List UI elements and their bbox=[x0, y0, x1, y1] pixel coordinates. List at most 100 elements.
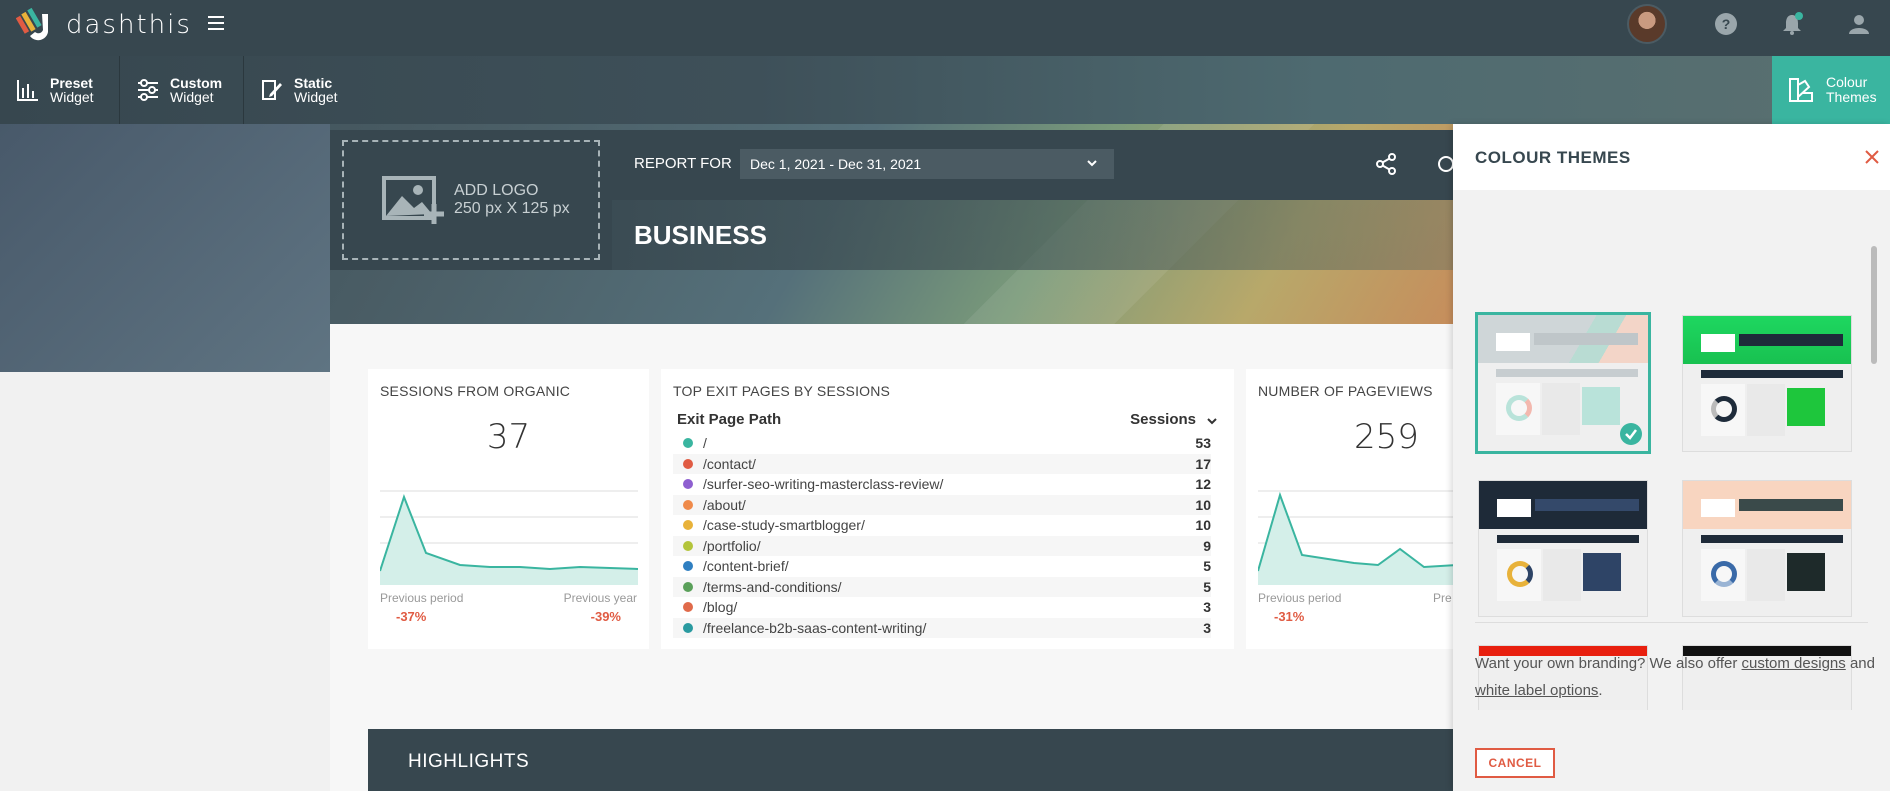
legend-dot bbox=[683, 581, 693, 592]
sessions-value: 5 bbox=[1203, 578, 1211, 595]
dashthis-logo-icon[interactable] bbox=[16, 6, 56, 46]
sessions-value: 10 bbox=[1195, 517, 1211, 533]
sessions-value: 10 bbox=[1195, 496, 1211, 513]
divider bbox=[1475, 622, 1868, 623]
menu-icon[interactable] bbox=[208, 16, 224, 32]
logo-size-label: 250 px X 125 px bbox=[454, 200, 570, 217]
table-row[interactable]: /freelance-b2b-saas-content-writing/3 bbox=[673, 617, 1211, 638]
pageviews-widget[interactable]: NUMBER OF PAGEVIEWS 259 Previous period … bbox=[1246, 369, 1453, 649]
sessions-organic-widget[interactable]: SESSIONS FROM ORGANIC 37 Previous period… bbox=[368, 369, 649, 649]
report-for-label: REPORT FOR bbox=[634, 155, 732, 172]
widget-toolbar: Preset Widget Custom Widget Static Widget bbox=[0, 56, 1890, 124]
bell-icon[interactable] bbox=[1780, 12, 1804, 36]
white-label-link[interactable]: white label options bbox=[1475, 682, 1599, 699]
header-background-left bbox=[0, 124, 330, 372]
sparkline-chart bbox=[1258, 490, 1453, 585]
highlights-title: HIGHLIGHTS bbox=[408, 751, 530, 772]
branding-text: Want your own branding? We also offer cu… bbox=[1475, 650, 1875, 704]
legend-dot bbox=[683, 520, 693, 530]
table-row[interactable]: /content-brief/5 bbox=[673, 556, 1211, 576]
sliders-icon bbox=[138, 79, 158, 101]
sort-chevron-icon[interactable] bbox=[1206, 415, 1218, 427]
preset-label-2: Widget bbox=[50, 89, 94, 105]
table-row[interactable]: /about/10 bbox=[673, 494, 1211, 515]
brand-name: dashthis bbox=[66, 10, 192, 40]
exit-page-path: /freelance-b2b-saas-content-writing/ bbox=[703, 619, 927, 636]
theme-option-black[interactable] bbox=[1682, 645, 1852, 710]
legend-dot bbox=[683, 561, 693, 571]
dashboard-title[interactable]: BUSINESS bbox=[634, 220, 767, 250]
preset-widget-button[interactable]: Preset Widget bbox=[0, 56, 120, 124]
close-icon[interactable] bbox=[1863, 148, 1881, 166]
panel-header: COLOUR THEMES bbox=[1453, 124, 1890, 190]
theme-option-red[interactable] bbox=[1478, 645, 1648, 710]
widget-value: 37 bbox=[486, 417, 531, 457]
share-icon[interactable] bbox=[1374, 152, 1398, 176]
top-bar: dashthis ? bbox=[0, 0, 1890, 56]
custom-label-2: Widget bbox=[170, 89, 214, 105]
exit-page-path: /portfolio/ bbox=[703, 537, 761, 554]
legend-dot bbox=[683, 438, 693, 448]
table-row[interactable]: /blog/3 bbox=[673, 597, 1211, 617]
date-range-select[interactable]: Dec 1, 2021 - Dec 31, 2021 bbox=[740, 149, 1114, 179]
avatar[interactable] bbox=[1627, 4, 1667, 44]
table-row[interactable]: / 53 bbox=[673, 433, 1211, 453]
theme-option-green[interactable] bbox=[1682, 315, 1852, 452]
previous-period-label: Previous period bbox=[380, 591, 464, 605]
previous-year-value: -39% bbox=[590, 609, 621, 624]
custom-label-1: Custom bbox=[170, 75, 223, 91]
colour-themes-button[interactable]: Colour Themes bbox=[1772, 56, 1890, 124]
highlights-section[interactable]: HIGHLIGHTS bbox=[368, 729, 1453, 791]
sessions-value: 53 bbox=[1195, 435, 1211, 451]
theme-option-navy[interactable] bbox=[1478, 480, 1648, 617]
sessions-value: 9 bbox=[1203, 537, 1211, 554]
sessions-value: 17 bbox=[1195, 455, 1211, 472]
exit-page-path: /case-study-smartblogger/ bbox=[703, 517, 865, 533]
top-exit-pages-widget[interactable]: TOP EXIT PAGES BY SESSIONS Exit Page Pat… bbox=[661, 369, 1234, 649]
exit-page-path: /content-brief/ bbox=[703, 558, 789, 574]
previous-period-value: -31% bbox=[1274, 609, 1305, 624]
exit-page-path: / bbox=[703, 435, 707, 451]
static-widget-button[interactable]: Static Widget bbox=[244, 56, 362, 124]
widget-title: TOP EXIT PAGES BY SESSIONS bbox=[673, 383, 891, 399]
legend-dot bbox=[683, 622, 693, 633]
user-icon[interactable] bbox=[1847, 12, 1871, 36]
legend-dot bbox=[683, 458, 693, 469]
cancel-button[interactable]: CANCEL bbox=[1475, 748, 1555, 778]
branding-text-1: Want your own branding? We also offer bbox=[1475, 655, 1738, 672]
custom-designs-link[interactable]: custom designs bbox=[1741, 655, 1846, 672]
help-icon[interactable]: ? bbox=[1714, 12, 1738, 36]
add-logo-button[interactable]: ADD LOGO 250 px X 125 px bbox=[342, 140, 600, 260]
theme-list-scrollbar[interactable] bbox=[1871, 246, 1877, 364]
previous-year-label: Previous year bbox=[563, 591, 637, 605]
widget-value: 259 bbox=[1354, 417, 1419, 457]
column-header-sessions[interactable]: Sessions bbox=[1130, 411, 1196, 428]
colour-label-1: Colour bbox=[1826, 74, 1868, 90]
table-row[interactable]: /contact/17 bbox=[673, 453, 1211, 474]
sessions-value: 3 bbox=[1203, 599, 1211, 615]
preset-label-1: Preset bbox=[50, 75, 93, 91]
sessions-value: 3 bbox=[1203, 619, 1211, 636]
theme-list bbox=[1453, 190, 1890, 710]
legend-dot bbox=[683, 499, 693, 510]
branding-end: . bbox=[1598, 682, 1603, 699]
custom-widget-button[interactable]: Custom Widget bbox=[120, 56, 244, 124]
edit-document-icon bbox=[262, 80, 282, 100]
chevron-down-icon bbox=[1087, 160, 1097, 167]
theme-option-default[interactable] bbox=[1475, 312, 1651, 454]
column-header-path[interactable]: Exit Page Path bbox=[677, 411, 782, 428]
legend-dot bbox=[683, 540, 693, 551]
theme-option-peach[interactable] bbox=[1682, 480, 1852, 617]
panel-title: COLOUR THEMES bbox=[1475, 148, 1631, 167]
table-row[interactable]: /surfer-seo-writing-masterclass-review/1… bbox=[673, 474, 1211, 494]
exit-page-path: /surfer-seo-writing-masterclass-review/ bbox=[703, 476, 944, 492]
table-row[interactable]: /terms-and-conditions/5 bbox=[673, 576, 1211, 597]
logo-area: ADD LOGO 250 px X 125 px bbox=[330, 130, 612, 270]
svg-text:?: ? bbox=[1722, 16, 1731, 32]
table-row[interactable]: /portfolio/9 bbox=[673, 535, 1211, 556]
previous-period-label: Previous period bbox=[1258, 591, 1342, 605]
sparkline-chart bbox=[380, 490, 638, 585]
table-row[interactable]: /case-study-smartblogger/10 bbox=[673, 515, 1211, 535]
check-icon bbox=[1620, 423, 1642, 445]
sessions-value: 12 bbox=[1195, 476, 1211, 492]
